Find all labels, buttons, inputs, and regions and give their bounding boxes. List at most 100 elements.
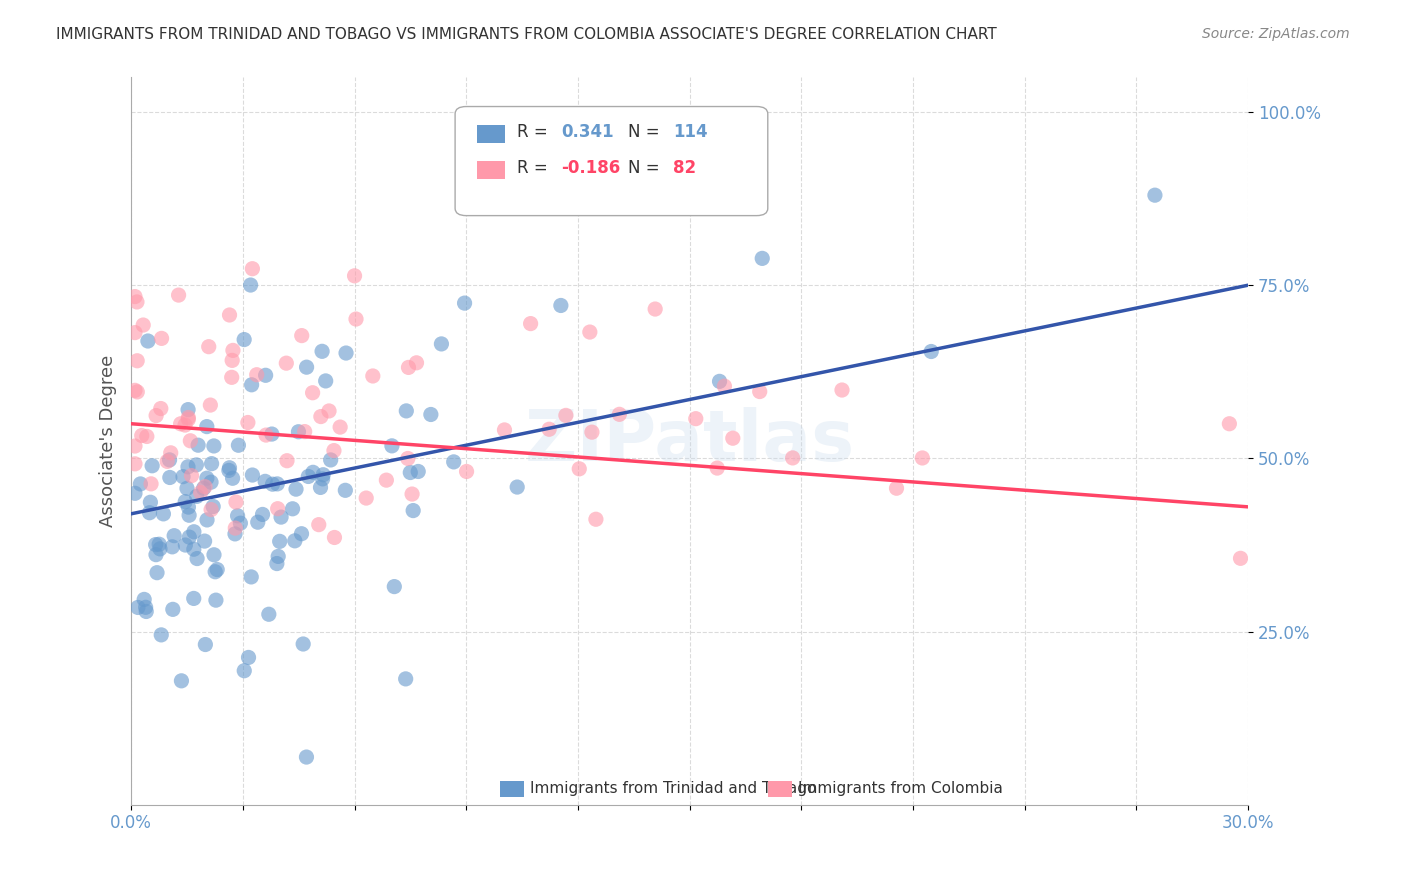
Point	[174, 418, 197, 433]
Point	[159, 470, 181, 484]
Point	[172, 469, 194, 483]
Point	[453, 296, 475, 310]
Point	[382, 580, 405, 594]
Point	[269, 534, 291, 549]
Point	[579, 325, 602, 339]
Point	[162, 602, 184, 616]
Point	[176, 481, 198, 495]
Point	[295, 750, 318, 764]
Point	[291, 328, 314, 343]
Point	[170, 673, 193, 688]
Point	[218, 460, 240, 475]
Point	[270, 510, 292, 524]
Point	[177, 410, 200, 425]
Point	[706, 461, 728, 475]
Point	[246, 368, 269, 382]
Point	[145, 538, 167, 552]
Point	[456, 465, 478, 479]
Point	[354, 491, 377, 505]
Point	[254, 475, 277, 489]
Point	[267, 549, 290, 564]
Point	[149, 541, 172, 556]
Point	[395, 672, 418, 686]
Point	[396, 451, 419, 466]
Point	[229, 516, 252, 531]
Point	[395, 404, 418, 418]
Point	[239, 278, 262, 293]
Point	[183, 524, 205, 539]
Point	[344, 312, 367, 326]
Point	[287, 425, 309, 439]
Point	[218, 308, 240, 322]
Point	[190, 485, 212, 500]
Point	[318, 404, 340, 418]
Point	[323, 531, 346, 545]
Point	[179, 530, 201, 544]
Point	[329, 420, 352, 434]
Point	[134, 592, 156, 607]
Point	[226, 508, 249, 523]
Point	[295, 360, 318, 375]
Point	[381, 439, 404, 453]
Point	[748, 384, 770, 399]
Text: N =: N =	[628, 160, 659, 178]
Y-axis label: Associate's Degree: Associate's Degree	[100, 355, 117, 527]
Text: -0.186: -0.186	[561, 160, 620, 178]
Point	[124, 439, 146, 453]
Point	[169, 417, 191, 431]
Point	[180, 468, 202, 483]
Point	[554, 409, 576, 423]
Text: 0.341: 0.341	[561, 123, 614, 141]
Point	[297, 469, 319, 483]
Point	[406, 465, 429, 479]
Point	[124, 326, 146, 340]
Point	[195, 419, 218, 434]
Point	[186, 458, 208, 472]
Point	[135, 600, 157, 615]
Point	[405, 356, 427, 370]
Point	[920, 344, 942, 359]
Point	[311, 344, 333, 359]
Point	[162, 540, 184, 554]
Point	[205, 593, 228, 607]
Point	[197, 340, 219, 354]
Point	[127, 353, 149, 368]
Text: Source: ZipAtlas.com: Source: ZipAtlas.com	[1202, 27, 1350, 41]
Point	[335, 346, 357, 360]
Point	[284, 533, 307, 548]
Point	[581, 425, 603, 439]
Point	[886, 481, 908, 495]
Point	[751, 252, 773, 266]
Point	[135, 429, 157, 443]
Point	[138, 506, 160, 520]
Point	[257, 607, 280, 622]
Point	[301, 385, 323, 400]
Point	[494, 423, 516, 437]
Point	[308, 517, 330, 532]
Point	[831, 383, 853, 397]
Point	[225, 495, 247, 509]
Point	[361, 369, 384, 384]
Point	[145, 548, 167, 562]
Point	[152, 507, 174, 521]
Point	[685, 411, 707, 425]
Point	[124, 289, 146, 303]
Point	[200, 398, 222, 412]
Point	[177, 459, 200, 474]
Point	[343, 268, 366, 283]
Point	[644, 301, 666, 316]
Point	[585, 512, 607, 526]
Point	[254, 368, 277, 383]
Point	[195, 471, 218, 485]
Point	[174, 538, 197, 552]
Point	[131, 428, 153, 442]
Point	[177, 402, 200, 417]
Point	[127, 600, 149, 615]
Point	[312, 467, 335, 482]
Point	[150, 628, 173, 642]
Point	[132, 318, 155, 332]
Point	[568, 462, 591, 476]
Point	[224, 527, 246, 541]
Text: 114: 114	[673, 123, 707, 141]
Point	[240, 377, 263, 392]
